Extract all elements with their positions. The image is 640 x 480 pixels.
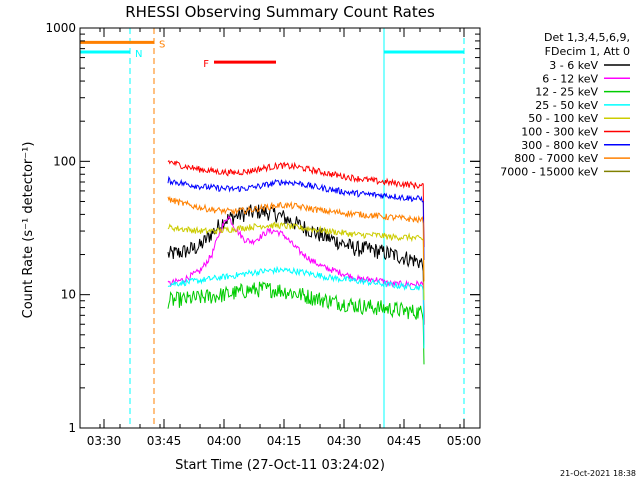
footer-timestamp: 21-Oct-2021 18:38 (560, 469, 636, 478)
legend-label: 300 - 800 keV (521, 139, 598, 152)
x-tick-label: 04:45 (387, 434, 422, 448)
x-tick-label: 03:30 (87, 434, 122, 448)
series-line (167, 204, 425, 325)
x-tick-label: 04:30 (327, 434, 362, 448)
legend-header: FDecim 1, Att 0 (545, 45, 630, 58)
y-tick-label: 1000 (45, 21, 76, 35)
legend: Det 1,3,4,5,6,9,FDecim 1, Att 03 - 6 keV… (500, 31, 630, 178)
series-layer (167, 159, 425, 365)
legend-label: 12 - 25 keV (535, 86, 598, 99)
x-axis-label: Start Time (27-Oct-11 03:24:02) (175, 458, 385, 473)
legend-label: 800 - 7000 keV (514, 152, 598, 165)
legend-label: 3 - 6 keV (549, 59, 598, 72)
chart-title: RHESSI Observing Summary Count Rates (125, 3, 435, 21)
flag-label: F (203, 59, 209, 70)
series-line (167, 281, 425, 365)
series-line (167, 159, 425, 248)
flag-label: S (159, 39, 165, 50)
series-line (167, 221, 425, 301)
legend-header: Det 1,3,4,5,6,9, (544, 31, 630, 44)
legend-label: 50 - 100 keV (528, 112, 598, 125)
y-tick-label: 10 (61, 288, 76, 302)
y-axis-label: Count Rate (s⁻¹ detector⁻¹) (21, 142, 36, 319)
legend-label: 6 - 12 keV (542, 72, 598, 85)
markers-layer: S N F (80, 28, 465, 428)
legend-label: 7000 - 15000 keV (500, 165, 598, 178)
x-tick-label: 03:45 (147, 434, 182, 448)
series-line (167, 215, 425, 345)
y-tick-label: 1 (68, 421, 76, 435)
legend-label: 25 - 50 keV (535, 99, 598, 112)
series-line (167, 175, 425, 261)
flag-label: N (135, 49, 142, 60)
series-line (167, 195, 425, 282)
x-tick-label: 05:00 (447, 434, 482, 448)
y-tick-label: 100 (53, 154, 76, 168)
legend-label: 100 - 300 keV (521, 126, 598, 139)
series-line (167, 265, 425, 349)
x-tick-label: 04:00 (207, 434, 242, 448)
x-tick-label: 04:15 (267, 434, 302, 448)
axes-layer: 1 10 100 1000 03:30 03:45 04:00 04:15 04:30 04:45… (45, 21, 481, 448)
